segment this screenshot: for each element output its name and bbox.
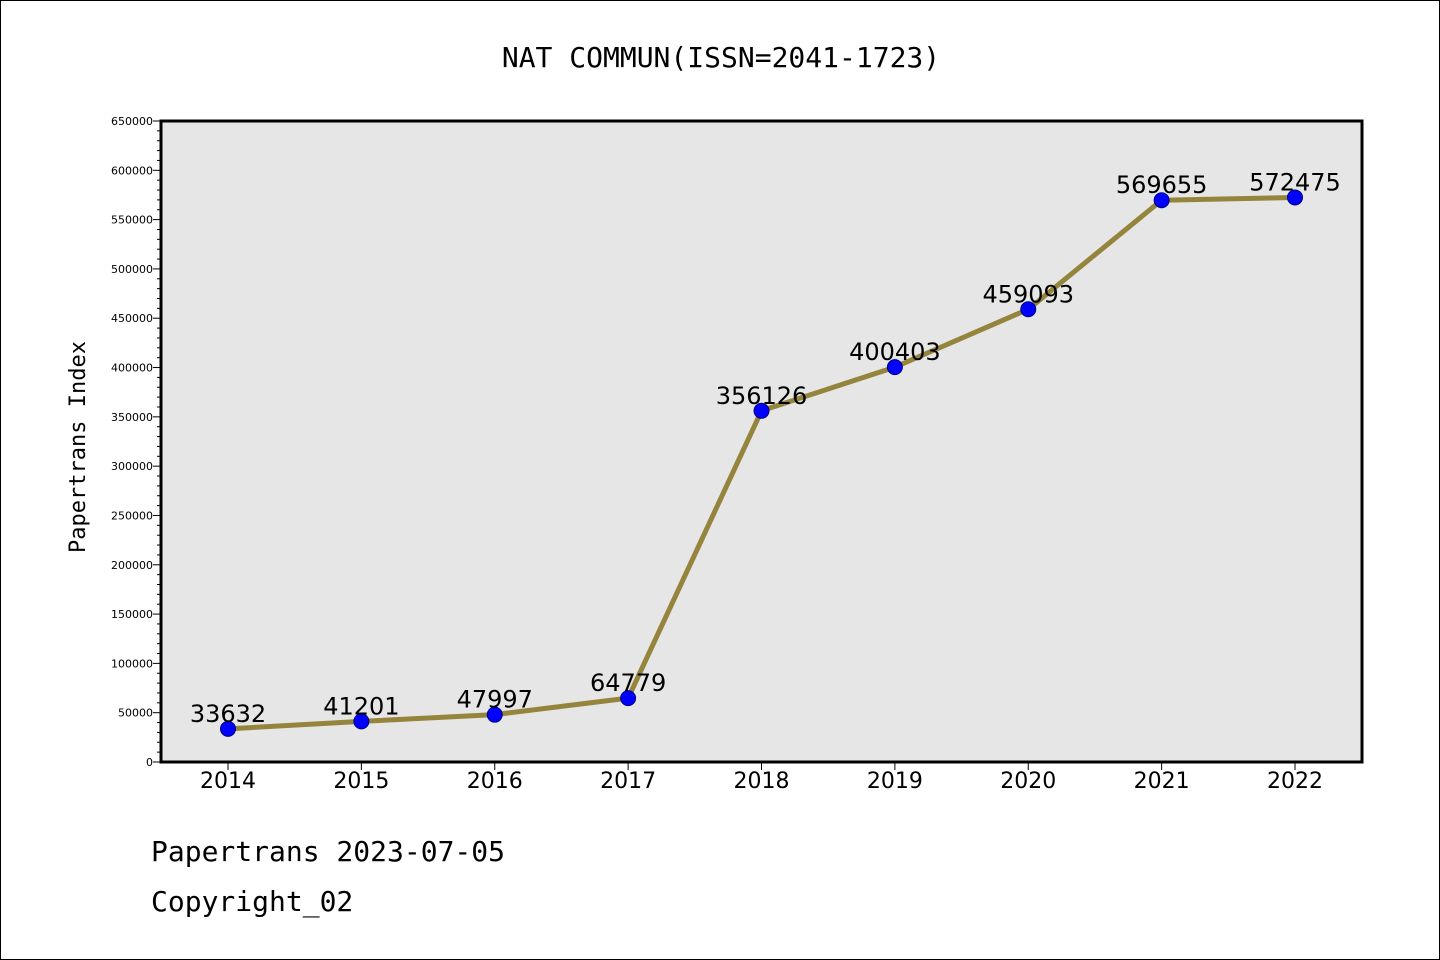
x-tick-label: 2022	[1267, 769, 1323, 794]
y-axis: 0 50000 100000 150000 200000 250000 300000 3500…	[111, 115, 161, 769]
y-tick-label: 500000	[111, 263, 153, 276]
footer-copyright: Copyright_02	[151, 885, 354, 918]
x-tick-label: 2021	[1134, 769, 1190, 794]
y-tick-label: 100000	[111, 657, 153, 670]
y-tick-label: 600000	[111, 164, 153, 177]
x-tick-label: 2020	[1000, 769, 1056, 794]
y-tick-label: 150000	[111, 608, 153, 621]
y-tick-label: 50000	[118, 707, 153, 720]
y-tick-label: 400000	[111, 362, 153, 375]
y-tick-label: 300000	[111, 460, 153, 473]
data-label: 569655	[1116, 171, 1208, 199]
y-tick-label: 350000	[111, 411, 153, 424]
data-label: 47997	[457, 686, 533, 714]
data-label: 400403	[849, 338, 941, 366]
y-tick-label: 0	[146, 756, 153, 769]
chart-title: NAT COMMUN(ISSN=2041-1723)	[502, 41, 940, 74]
y-axis-label: Papertrans Index	[66, 341, 91, 553]
data-point	[1287, 189, 1303, 206]
x-axis: 2014 2015 2016 2017 2018 2019 2020 2021 2022	[200, 762, 1323, 794]
y-tick-label: 200000	[111, 559, 153, 572]
x-tick-label: 2017	[600, 769, 656, 794]
data-point	[753, 402, 770, 419]
data-point	[1020, 301, 1037, 318]
data-label: 572475	[1249, 168, 1341, 196]
data-point	[1153, 192, 1170, 209]
x-tick-label: 2018	[734, 769, 790, 794]
data-point	[353, 713, 370, 730]
y-tick-label: 650000	[111, 115, 153, 128]
x-tick-label: 2016	[467, 769, 523, 794]
data-point	[620, 690, 637, 707]
data-labels: 33632 41201 47997 64779 356126 400403 459093 56…	[190, 168, 1341, 727]
plot-area	[159, 119, 1364, 764]
data-label: 33632	[190, 700, 266, 728]
x-tick-label: 2015	[333, 769, 389, 794]
footer-date: Papertrans 2023-07-05	[151, 835, 506, 868]
y-tick-label: 450000	[111, 312, 153, 325]
data-label: 459093	[982, 280, 1074, 308]
x-tick-label: 2019	[867, 769, 923, 794]
data-label: 356126	[716, 382, 808, 410]
y-tick-label: 250000	[111, 509, 153, 522]
data-label: 41201	[323, 692, 399, 720]
data-label: 64779	[590, 669, 666, 697]
data-point	[886, 359, 903, 376]
data-point	[486, 706, 503, 723]
data-markers	[220, 189, 1303, 737]
y-tick-label: 550000	[111, 214, 153, 227]
data-point	[220, 720, 236, 737]
x-tick-label: 2014	[200, 769, 256, 794]
